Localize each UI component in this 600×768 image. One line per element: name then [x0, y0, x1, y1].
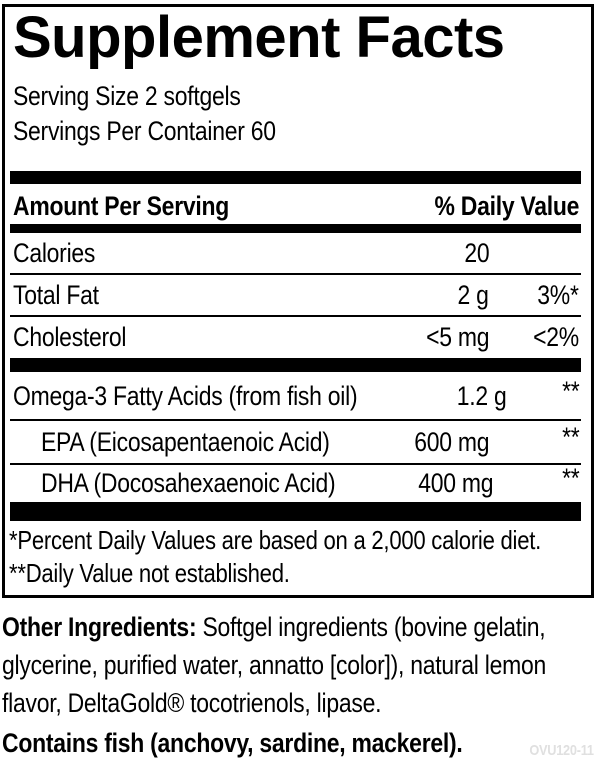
other-ingredients: Other Ingredients: Softgel ingredients (…	[2, 608, 600, 722]
thick-rule-top	[10, 171, 581, 184]
table-header: Amount Per Serving % Daily Value	[13, 189, 579, 223]
amount-per-serving-header: Amount Per Serving	[13, 190, 230, 221]
table-row-cholesterol: Cholesterol <5 mg <2%	[13, 317, 579, 357]
row-divider	[10, 273, 581, 275]
nutrient-amount: 400 mg	[417, 467, 493, 498]
servings-per-container: Servings Per Container 60	[13, 116, 276, 146]
row-divider	[10, 315, 581, 317]
nutrient-amount: 2 g	[457, 279, 489, 310]
header-rule	[10, 224, 581, 233]
nutrient-amount: 20	[463, 237, 489, 268]
nutrient-name: Cholesterol	[13, 321, 127, 352]
nutrient-dv: **	[561, 421, 580, 452]
panel-title: Supplement Facts	[13, 5, 505, 70]
nutrient-dv: 3%*	[537, 279, 580, 310]
table-row-omega3: Omega-3 Fatty Acids (from fish oil) 1.2 …	[13, 374, 579, 418]
thick-rule-mid	[10, 358, 581, 372]
other-ingredients-text: glycerine, purified water, annatto [colo…	[2, 650, 546, 680]
nutrient-name: DHA (Docosahexaenoic Acid)	[41, 467, 336, 498]
nutrient-dv: **	[561, 375, 580, 406]
product-code-text: OVU120-11	[529, 742, 595, 759]
nutrient-name: Calories	[13, 237, 96, 268]
row-divider	[10, 419, 581, 421]
nutrient-name: Omega-3 Fatty Acids (from fish oil)	[13, 380, 358, 411]
nutrient-amount: 600 mg	[414, 426, 490, 457]
nutrient-amount: <5 mg	[425, 321, 489, 352]
table-row-calories: Calories 20	[13, 233, 579, 273]
footnotes: *Percent Daily Values are based on a 2,0…	[9, 524, 600, 590]
serving-size: Serving Size 2 softgels	[13, 81, 241, 111]
serving-info: Serving Size 2 softgels Servings Per Con…	[13, 79, 322, 149]
other-ingredients-text: Softgel ingredients (bovine gelatin,	[196, 612, 546, 642]
other-ingredients-label: Other Ingredients:	[2, 612, 197, 642]
supplement-facts-panel: Supplement Facts Serving Size 2 softgels…	[2, 4, 594, 598]
nutrient-dv: <2%	[533, 321, 579, 352]
other-ingredients-text: flavor, DeltaGold® tocotrienols, lipase.	[2, 688, 382, 718]
table-row-epa: EPA (Eicosapentaenoic Acid) 600 mg **	[13, 421, 579, 463]
daily-value-header: % Daily Value	[434, 190, 579, 221]
nutrient-name: Total Fat	[13, 279, 99, 310]
product-code: OVU120-11	[518, 742, 595, 759]
thick-rule-bottom	[10, 502, 581, 521]
nutrient-amount: 1.2 g	[456, 380, 507, 411]
footnote-daily-values: *Percent Daily Values are based on a 2,0…	[9, 525, 542, 555]
nutrient-dv: **	[561, 462, 580, 493]
allergen-text: Contains fish (anchovy, sardine, mackere…	[2, 728, 463, 758]
footnote-not-established: **Daily Value not established.	[9, 558, 290, 588]
row-divider	[10, 463, 581, 465]
table-row-dha: DHA (Docosahexaenoic Acid) 400 mg **	[13, 462, 580, 501]
allergen-statement: Contains fish (anchovy, sardine, mackere…	[2, 724, 544, 762]
table-row-total-fat: Total Fat 2 g 3%*	[13, 275, 579, 315]
nutrient-name: EPA (Eicosapentaenoic Acid)	[41, 426, 330, 457]
